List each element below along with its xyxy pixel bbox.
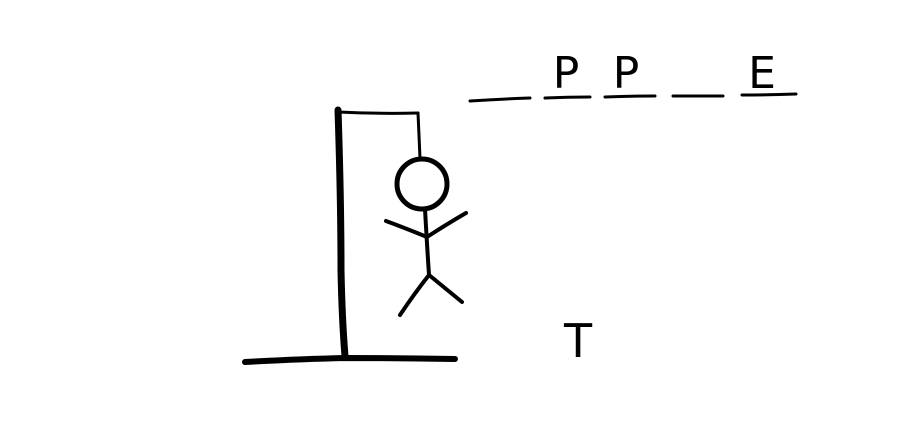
wrong-guess-letter: T xyxy=(563,314,593,368)
hanged-man-right-arm xyxy=(425,211,468,239)
word-slot: P xyxy=(543,48,592,100)
hanged-man-body xyxy=(423,207,431,277)
gallows-beam xyxy=(336,110,420,115)
word-slot-underline xyxy=(603,94,657,99)
word-slot-letter: E xyxy=(748,48,776,99)
gallows xyxy=(242,106,458,365)
gallows-ground xyxy=(242,355,458,365)
wrong-guesses: T xyxy=(563,314,593,368)
word-display: P P E xyxy=(468,48,798,103)
hanged-man-right-leg xyxy=(427,273,464,304)
gallows-pole xyxy=(334,106,349,360)
word-slot: P xyxy=(603,48,657,99)
word-slot-letter: P xyxy=(553,48,580,99)
word-slot xyxy=(468,96,532,103)
word-slot-underline xyxy=(740,92,798,97)
hanged-man-left-leg xyxy=(398,273,431,317)
hanged-man xyxy=(384,156,468,317)
word-slot-letter: P xyxy=(613,48,640,99)
gallows-rope xyxy=(416,111,422,160)
word-slot-underline xyxy=(543,95,592,100)
hanged-man-left-arm xyxy=(384,219,429,239)
word-slot-underline xyxy=(468,96,532,103)
hanged-man-head xyxy=(394,156,450,212)
word-slot: E xyxy=(740,48,798,99)
